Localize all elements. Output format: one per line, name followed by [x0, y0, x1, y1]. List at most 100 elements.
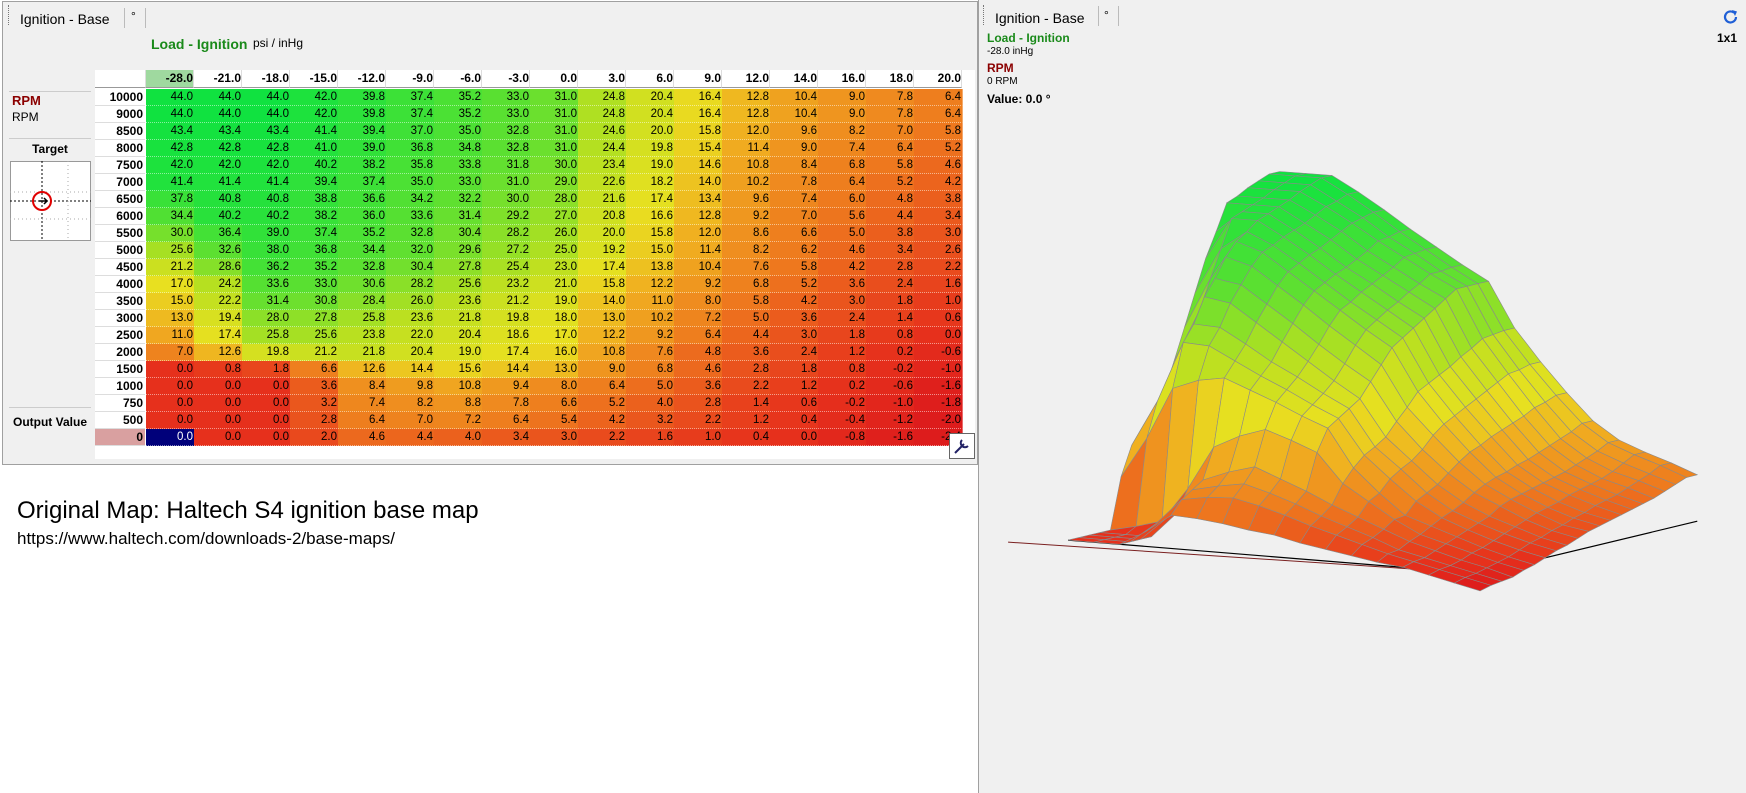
table-cell[interactable]: 7.6: [722, 259, 771, 276]
table-cell[interactable]: 39.4: [290, 174, 339, 191]
table-cell[interactable]: 40.2: [242, 208, 291, 225]
table-cell[interactable]: 2.8: [722, 361, 771, 378]
table-cell[interactable]: 3.0: [530, 429, 579, 446]
table-cell[interactable]: 7.8: [866, 106, 915, 123]
table-cell[interactable]: -0.2: [818, 395, 867, 412]
table-cell[interactable]: 5.0: [818, 225, 867, 242]
table-cell[interactable]: 12.8: [674, 208, 723, 225]
table-cell[interactable]: 38.8: [290, 191, 339, 208]
table-cell[interactable]: 41.4: [194, 174, 243, 191]
table-cell[interactable]: 0.8: [866, 327, 915, 344]
table-cell[interactable]: 2.8: [866, 259, 915, 276]
table-cell[interactable]: 3.2: [626, 412, 675, 429]
table-cell[interactable]: 7.6: [626, 344, 675, 361]
table-cell[interactable]: 37.8: [146, 191, 195, 208]
table-cell[interactable]: 3.4: [866, 242, 915, 259]
table-cell[interactable]: 23.2: [482, 276, 531, 293]
table-cell[interactable]: 0.0: [146, 395, 195, 412]
table-cell[interactable]: 5.2: [914, 140, 963, 157]
table-cell[interactable]: 28.6: [194, 259, 243, 276]
table-cell[interactable]: 40.2: [194, 208, 243, 225]
table-cell[interactable]: 44.0: [194, 106, 243, 123]
table-cell[interactable]: 9.6: [770, 123, 819, 140]
table-cell[interactable]: -1.6: [914, 378, 963, 395]
table-cell[interactable]: 13.8: [626, 259, 675, 276]
table-cell[interactable]: 29.6: [434, 242, 483, 259]
table-cell[interactable]: 2.4: [770, 344, 819, 361]
table-cell[interactable]: -1.6: [866, 429, 915, 446]
table-cell[interactable]: 14.6: [674, 157, 723, 174]
table-cell[interactable]: 17.4: [578, 259, 627, 276]
table-cell[interactable]: 28.2: [482, 225, 531, 242]
table-cell[interactable]: 3.4: [482, 429, 531, 446]
table-cell[interactable]: 16.0: [530, 344, 579, 361]
table-cell[interactable]: 44.0: [194, 89, 243, 106]
table-cell[interactable]: 31.8: [482, 157, 531, 174]
table-cell[interactable]: 2.4: [866, 276, 915, 293]
table-cell[interactable]: 1.4: [866, 310, 915, 327]
table-cell[interactable]: 32.6: [194, 242, 243, 259]
table-cell[interactable]: 7.2: [434, 412, 483, 429]
table-cell[interactable]: 5.8: [866, 157, 915, 174]
table-cell[interactable]: 15.0: [626, 242, 675, 259]
table-cell[interactable]: 39.4: [338, 123, 387, 140]
table-cell[interactable]: 6.2: [770, 242, 819, 259]
table-cell[interactable]: 33.0: [434, 174, 483, 191]
table-cell[interactable]: 15.0: [146, 293, 195, 310]
table-cell[interactable]: 0.0: [146, 378, 195, 395]
table-cell[interactable]: 30.4: [434, 225, 483, 242]
table-cell[interactable]: 13.0: [578, 310, 627, 327]
table-cell[interactable]: 21.0: [530, 276, 579, 293]
table-cell[interactable]: -0.6: [866, 378, 915, 395]
table-cell[interactable]: 9.0: [818, 106, 867, 123]
table-cell[interactable]: 20.4: [434, 327, 483, 344]
table-cell[interactable]: 9.0: [770, 140, 819, 157]
table-cell[interactable]: 10.2: [626, 310, 675, 327]
table-cell[interactable]: 3.4: [914, 208, 963, 225]
table-cell[interactable]: 5.2: [770, 276, 819, 293]
table-cell[interactable]: 18.6: [482, 327, 531, 344]
table-cell[interactable]: 4.2: [914, 174, 963, 191]
table-cell[interactable]: 27.0: [530, 208, 579, 225]
table-cell[interactable]: 3.8: [866, 225, 915, 242]
table-cell[interactable]: 0.0: [242, 429, 291, 446]
table-cell[interactable]: 20.4: [626, 89, 675, 106]
table-cell[interactable]: 22.2: [194, 293, 243, 310]
table-cell[interactable]: 30.0: [482, 191, 531, 208]
table-cell[interactable]: 7.0: [146, 344, 195, 361]
tab[interactable]: °: [131, 9, 136, 23]
table-cell[interactable]: 6.6: [530, 395, 579, 412]
table-cell[interactable]: 0.8: [818, 361, 867, 378]
table-cell[interactable]: 8.2: [386, 395, 435, 412]
table-cell[interactable]: -1.8: [914, 395, 963, 412]
table-cell[interactable]: 41.0: [290, 140, 339, 157]
table-cell[interactable]: -1.2: [866, 412, 915, 429]
table-cell[interactable]: 0.0: [242, 378, 291, 395]
table-cell[interactable]: 16.4: [674, 106, 723, 123]
table-cell[interactable]: 24.4: [578, 140, 627, 157]
table-cell[interactable]: 5.0: [626, 378, 675, 395]
table-cell[interactable]: 30.8: [290, 293, 339, 310]
table-cell[interactable]: 12.0: [674, 225, 723, 242]
table-cell[interactable]: 0.0: [146, 412, 195, 429]
table-cell[interactable]: 0.6: [770, 395, 819, 412]
table-cell[interactable]: -0.2: [866, 361, 915, 378]
table-cell[interactable]: 32.8: [386, 225, 435, 242]
table-cell[interactable]: 38.0: [242, 242, 291, 259]
table-cell[interactable]: 1.2: [722, 412, 771, 429]
table-cell[interactable]: 32.8: [482, 123, 531, 140]
table-cell[interactable]: 36.8: [290, 242, 339, 259]
table-cell[interactable]: 26.0: [530, 225, 579, 242]
table-cell[interactable]: 6.4: [866, 140, 915, 157]
table-cell[interactable]: 3.0: [914, 225, 963, 242]
table-cell[interactable]: 24.8: [578, 106, 627, 123]
table-cell[interactable]: 32.0: [386, 242, 435, 259]
table-cell[interactable]: 6.4: [914, 89, 963, 106]
table-cell[interactable]: 0.8: [194, 361, 243, 378]
table-cell[interactable]: 6.4: [578, 378, 627, 395]
table-cell[interactable]: 1.8: [770, 361, 819, 378]
table-cell[interactable]: 31.0: [482, 174, 531, 191]
table-cell[interactable]: 6.4: [338, 412, 387, 429]
table-cell[interactable]: 0.0: [770, 429, 819, 446]
table-cell[interactable]: 28.4: [338, 293, 387, 310]
